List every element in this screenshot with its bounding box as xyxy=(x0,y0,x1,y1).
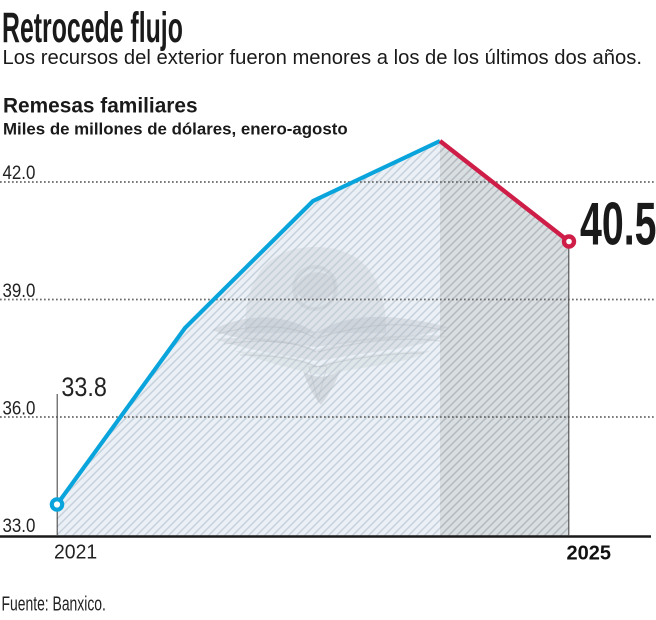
svg-text:Fuente: Banxico.: Fuente: Banxico. xyxy=(2,592,106,615)
svg-text:42.0: 42.0 xyxy=(3,162,36,183)
svg-text:Miles de millones de dólares,: Miles de millones de dólares, enero-agos… xyxy=(3,120,348,139)
svg-text:39.0: 39.0 xyxy=(3,280,36,301)
svg-text:33.0: 33.0 xyxy=(3,515,36,536)
svg-text:Remesas familiares: Remesas familiares xyxy=(3,94,198,117)
svg-text:Retrocede flujo: Retrocede flujo xyxy=(2,4,183,52)
svg-text:40.5: 40.5 xyxy=(580,190,656,258)
svg-text:33.8: 33.8 xyxy=(61,373,106,403)
svg-text:Los recursos del exterior fuer: Los recursos del exterior fueron menores… xyxy=(3,47,642,69)
svg-text:36.0: 36.0 xyxy=(3,397,36,418)
svg-text:2021: 2021 xyxy=(54,541,97,563)
svg-text:2025: 2025 xyxy=(567,542,612,564)
